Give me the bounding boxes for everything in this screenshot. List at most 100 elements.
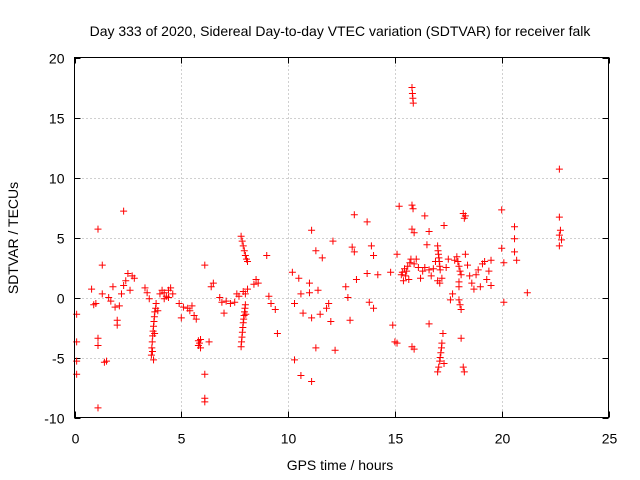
data-point (457, 306, 465, 313)
data-point (331, 346, 339, 354)
data-point (408, 201, 416, 209)
data-point (456, 267, 464, 275)
y-tick-labels: -10 -5 0 5 10 15 20 (44, 51, 64, 427)
data-point (474, 266, 482, 274)
data-point (291, 300, 299, 307)
data-point (231, 298, 239, 306)
data-point (113, 321, 121, 329)
data-point (414, 264, 422, 271)
data-point (425, 320, 433, 328)
data-point (370, 304, 378, 312)
data-point (273, 330, 281, 337)
data-point (487, 282, 495, 289)
data-point (98, 261, 106, 269)
data-point (487, 256, 495, 264)
data-point (423, 241, 431, 249)
data-point (555, 231, 563, 239)
data-point (500, 298, 508, 306)
data-point (205, 338, 213, 346)
data-point (207, 283, 215, 291)
data-point (226, 300, 234, 307)
data-point (350, 211, 358, 219)
data-point (190, 312, 198, 319)
data-point (250, 280, 258, 288)
data-point (404, 262, 412, 270)
y-axis-label: SDTVAR / TECUs (5, 182, 21, 294)
data-point (398, 268, 406, 276)
data-point (98, 290, 106, 298)
data-point (241, 301, 249, 309)
data-point (145, 295, 153, 303)
data-point (457, 271, 465, 279)
y-tick-label: 10 (49, 171, 65, 187)
data-point (150, 356, 158, 364)
data-point (291, 356, 299, 364)
data-point (305, 289, 313, 297)
data-point (350, 248, 358, 256)
data-point (464, 261, 472, 269)
data-point (143, 289, 151, 297)
data-point (88, 285, 96, 293)
data-point (177, 314, 185, 322)
data-point (267, 300, 275, 307)
data-point (271, 306, 279, 313)
data-point (109, 283, 117, 291)
data-point (160, 295, 168, 303)
data-point (555, 165, 563, 173)
data-point (148, 344, 156, 352)
axis-ticks (74, 57, 610, 419)
data-point (498, 244, 506, 252)
chart-title: Day 333 of 2020, Sidereal Day-to-day VTE… (90, 23, 592, 39)
data-point (513, 256, 521, 264)
data-point (94, 404, 102, 412)
data-point (408, 225, 416, 233)
data-point (263, 252, 271, 259)
x-tick-labels: 0 5 10 15 20 25 (72, 431, 618, 447)
data-point (179, 303, 187, 311)
data-point (442, 264, 450, 271)
y-tick-label: -10 (44, 411, 64, 427)
data-point (511, 248, 519, 256)
data-point (122, 277, 130, 285)
data-point (197, 336, 205, 343)
data-point (209, 279, 217, 287)
data-point (201, 261, 209, 269)
data-point (389, 321, 397, 329)
data-point (410, 260, 418, 268)
data-point (194, 342, 202, 349)
data-point (461, 250, 469, 258)
data-point (344, 294, 352, 301)
data-point (511, 223, 519, 231)
data-point (348, 243, 356, 251)
data-point (192, 315, 200, 323)
data-point (459, 363, 467, 371)
data-point (160, 289, 168, 297)
data-point (438, 274, 446, 282)
data-point (111, 303, 119, 311)
data-point (429, 265, 437, 273)
data-point (363, 270, 371, 277)
data-point (405, 276, 413, 283)
data-point (342, 283, 350, 291)
data-point (393, 250, 401, 258)
data-point (235, 292, 243, 300)
data-point (120, 282, 128, 289)
data-point (438, 339, 446, 347)
data-point (456, 301, 464, 309)
y-tick-label: -5 (52, 351, 65, 367)
data-point (117, 290, 125, 298)
data-point (455, 296, 463, 304)
data-point (393, 339, 401, 347)
data-point (148, 348, 156, 355)
data-point (240, 247, 248, 255)
data-point (124, 270, 132, 277)
data-point (265, 292, 273, 300)
data-point (556, 226, 564, 234)
data-point (425, 266, 433, 274)
data-point (498, 206, 506, 214)
y-tick-label: 0 (57, 291, 65, 307)
data-point (329, 237, 337, 245)
data-point (288, 268, 296, 276)
